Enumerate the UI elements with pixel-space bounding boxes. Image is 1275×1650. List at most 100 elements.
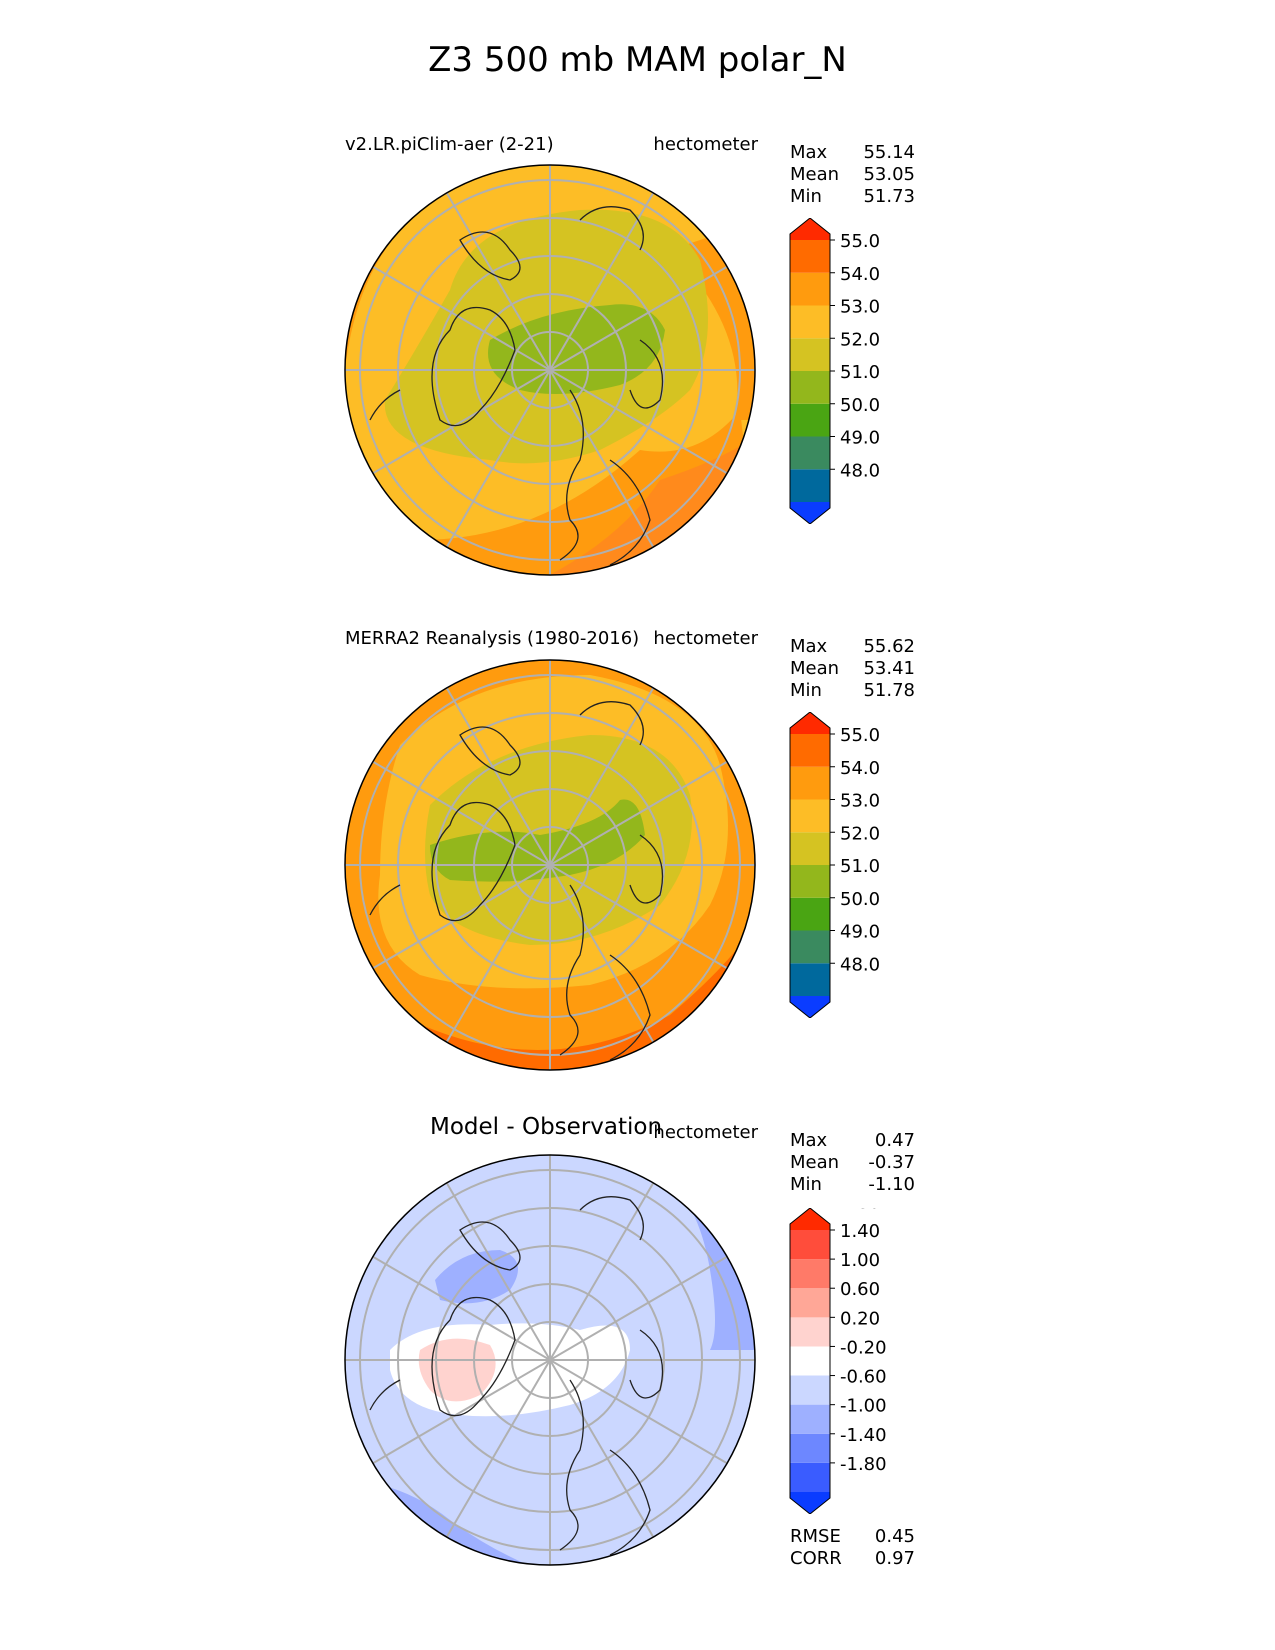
colorbar-tick-label: 56.0	[840, 218, 880, 219]
stat-min-value: 51.73	[863, 186, 915, 207]
colorbar-segment	[790, 403, 830, 437]
colorbar-tick-label: 49.0	[840, 428, 880, 449]
colorbar-3: -1.80 -1.40 -1.00 -0.60 -0.20 0.20 0.60 1.00 1.4…	[789, 1208, 887, 1514]
colorbar-tick-label: 0.60	[840, 1279, 880, 1300]
colorbar-segment	[790, 832, 830, 865]
stat-max-label: Max	[790, 142, 828, 163]
colorbar-segment	[790, 272, 830, 306]
colorbar-tick-label: -1.40	[840, 1425, 887, 1446]
stat-mean-value: 53.05	[863, 164, 915, 185]
colorbar-tick-label: 0.20	[840, 1308, 880, 1329]
colorbar-segment	[790, 897, 830, 931]
map-boundary	[344, 1154, 756, 1566]
colorbar-outline	[789, 218, 831, 524]
colorbar-segment	[790, 930, 830, 964]
map-boundary	[344, 659, 756, 1071]
colorbar-tick-label: -1.00	[840, 1396, 887, 1417]
field-55-56-south	[345, 915, 755, 1070]
panel-3-map	[344, 1154, 756, 1566]
rmse-label: RMSE	[790, 1526, 841, 1547]
colorbar-tick-label: 53.0	[840, 791, 880, 812]
stat-max-label: Max	[790, 636, 828, 657]
colorbar-segment	[790, 1375, 830, 1405]
colorbar-tick-label: 51.0	[840, 362, 880, 383]
colorbar-tick-label: 49.0	[840, 922, 880, 943]
stat-max-value: 55.14	[863, 142, 915, 163]
colorbar-tick-label: 56.0	[840, 712, 880, 713]
panel-1-title: v2.LR.piClim-aer (2-21)	[345, 134, 554, 155]
colorbar-segment	[790, 371, 830, 404]
colorbar-tick-label: 54.0	[840, 264, 880, 285]
colorbar-segment	[790, 240, 830, 273]
stat-max-value: 0.47	[874, 1130, 915, 1151]
field-neg-1.0-neg-0.6-north	[435, 1250, 518, 1304]
colorbar-tick-label: 52.0	[840, 329, 880, 350]
colorbar-segment	[790, 305, 830, 339]
colorbar-segment	[790, 996, 830, 1018]
colorbar-segment	[790, 963, 830, 996]
panel-1-map	[344, 164, 756, 576]
colorbar-tick-label: 53.0	[840, 297, 880, 318]
colorbar-tick-label: 51.0	[840, 856, 880, 877]
stat-mean-value: -0.37	[868, 1152, 915, 1173]
colorbar-segment	[790, 218, 830, 240]
colorbar-segment	[790, 799, 830, 833]
colorbar-segment	[790, 338, 830, 371]
colorbar-tick-label: 55.0	[840, 231, 880, 252]
colorbar-segment	[790, 865, 830, 898]
colorbar-segment	[790, 469, 830, 502]
coastlines	[369, 701, 664, 1061]
graticule	[345, 660, 755, 1070]
stat-min-label: Min	[790, 1174, 822, 1195]
stat-min-value: 51.78	[863, 680, 915, 701]
colorbar-segment	[790, 1492, 830, 1514]
colorbar-tick-label: 1.80	[840, 1208, 880, 1213]
colorbar-1: 48.0 49.0 50.0 51.0 52.0 53.0 54.0 55.0 56.0	[789, 218, 880, 524]
colorbar-tick-label: 48.0	[840, 954, 880, 975]
figure-title: Z3 500 mb MAM polar_N	[428, 40, 847, 80]
field-51-52	[430, 799, 645, 882]
colorbar-segment	[790, 766, 830, 800]
panel-2-map	[344, 659, 756, 1071]
colorbar-segment	[790, 502, 830, 524]
rmse-value: 0.45	[874, 1526, 915, 1547]
stat-mean-value: 53.41	[863, 658, 915, 679]
stat-mean-label: Mean	[790, 658, 840, 679]
colorbar-outline	[789, 1208, 831, 1514]
field-51-52	[488, 304, 665, 394]
map-boundary	[344, 164, 756, 576]
colorbar-segment	[790, 1259, 830, 1289]
coastlines	[369, 1196, 664, 1556]
colorbar-tick-label: -0.20	[840, 1337, 887, 1358]
stat-max-label: Max	[790, 1130, 828, 1151]
colorbar-tick-label: 50.0	[840, 889, 880, 910]
panel-2-units: hectometer	[653, 628, 758, 649]
stat-min-value: -1.10	[868, 1174, 915, 1195]
colorbar-tick-label: 1.40	[840, 1221, 880, 1242]
colorbar-tick-label: 48.0	[840, 460, 880, 481]
colorbar-segment	[790, 1404, 830, 1434]
colorbar-tick-label: -0.60	[840, 1367, 887, 1388]
colorbar-segment	[790, 1433, 830, 1463]
graticule	[345, 1155, 755, 1565]
graticule	[345, 165, 755, 575]
colorbar-segment	[790, 1230, 830, 1260]
colorbar-2: 48.0 49.0 50.0 51.0 52.0 53.0 54.0 55.0 56.0	[789, 712, 880, 1018]
colorbar-tick-label: -1.80	[840, 1454, 887, 1475]
stat-min-label: Min	[790, 680, 822, 701]
colorbar-tick-label: 1.00	[840, 1250, 880, 1271]
colorbar-segment	[790, 734, 830, 767]
stat-min-label: Min	[790, 186, 822, 207]
colorbar-segment	[790, 1317, 830, 1347]
colorbar-tick-label: 55.0	[840, 725, 880, 746]
coastlines	[369, 206, 664, 566]
colorbar-tick-label: 50.0	[840, 395, 880, 416]
corr-label: CORR	[790, 1548, 842, 1569]
colorbar-segment	[790, 1208, 830, 1230]
colorbar-segment	[790, 1462, 830, 1492]
colorbar-segment	[790, 436, 830, 470]
panel-1-units: hectometer	[653, 134, 758, 155]
panel-3-title: Model - Observation	[430, 1114, 663, 1140]
colorbar-outline	[789, 712, 831, 1018]
panel-3-units: hectometer	[653, 1122, 758, 1143]
